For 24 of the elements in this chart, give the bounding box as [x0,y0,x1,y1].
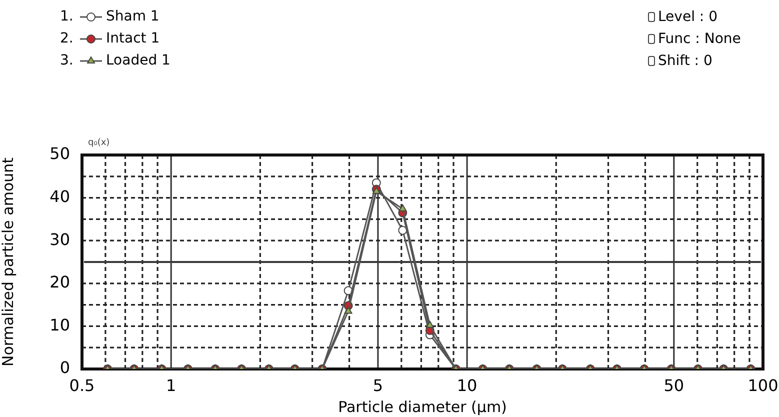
y-tick-label: 20 [50,272,70,292]
x-tick-label: 10 [456,376,478,395]
legend-label: Intact 1 [106,30,160,47]
legend-label: Loaded 1 [106,52,170,69]
x-tick-label: 5 [372,376,384,395]
y-tick-label: 30 [50,230,70,249]
text: q₀(x) [88,138,110,148]
y-tick-label: 40 [50,186,70,206]
legend-label: Sham 1 [106,8,160,25]
y-tick-label: 50 [50,144,70,164]
x-tick-label: 100 [748,376,778,395]
y-tick-label: 0 [60,358,70,378]
text: Func : None [658,30,741,49]
text: 1. [60,8,74,25]
x-tick-label: 0.5 [69,376,95,395]
y-tick-label: 10 [50,315,70,334]
x-tick-label: 50 [664,376,684,395]
text: Level : 0 [658,8,718,27]
x-tick-label: 1 [166,376,176,395]
text: 3. [60,52,74,69]
text: Shift : 0 [658,52,712,71]
text: 2. [60,30,74,47]
y-axis-title: Normalized particle amount [0,157,17,367]
x-axis-title: Particle diameter (μm) [338,398,507,416]
